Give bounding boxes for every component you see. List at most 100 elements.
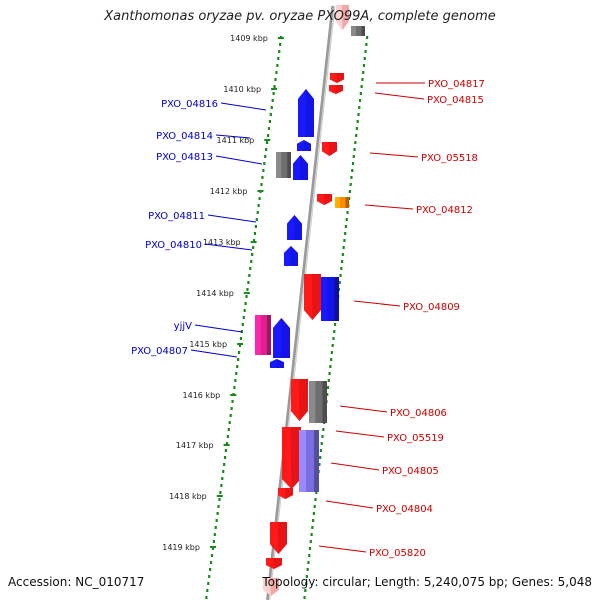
guide-dot xyxy=(360,85,363,88)
callout-line xyxy=(207,214,257,223)
guide-dot xyxy=(238,344,242,347)
map-title: Xanthomonas oryzae pv. oryzae PXO99A, co… xyxy=(104,9,496,24)
gene-arrow-light xyxy=(270,522,279,554)
guide-dot xyxy=(220,484,223,487)
guide-dot xyxy=(310,533,313,536)
gene-body-dark xyxy=(345,197,349,208)
guide-dot xyxy=(305,575,308,578)
gene-arrow-light xyxy=(329,85,336,94)
guide-dot xyxy=(211,547,215,550)
guide-dot xyxy=(344,225,348,228)
guide-dot xyxy=(315,491,318,494)
guide-dot xyxy=(209,568,212,571)
gene-label-text: PXO_04814 xyxy=(156,131,213,142)
gene-body-dark xyxy=(314,430,319,492)
guide-dot xyxy=(226,435,229,438)
guide-dot xyxy=(314,498,317,501)
gene-body-dark xyxy=(322,381,327,423)
guide-dot xyxy=(223,463,226,466)
guide-dot xyxy=(275,71,278,74)
forward-gene-label-4: PXO_04810 xyxy=(145,240,253,251)
guide-dot xyxy=(356,120,359,123)
guide-dot xyxy=(233,386,236,389)
guide-dot xyxy=(209,561,213,564)
guide-dot xyxy=(363,57,366,60)
guide-dot xyxy=(313,505,316,508)
guide-dot xyxy=(221,477,224,480)
guide-dot xyxy=(257,204,260,207)
guide-dot xyxy=(340,267,343,270)
gene-label-text: PXO_05518 xyxy=(421,153,478,164)
kbp-tick-label: 1415 kbp xyxy=(189,340,227,349)
left-dotted-ruler xyxy=(205,36,283,599)
guide-dot xyxy=(234,379,237,382)
guide-dot xyxy=(223,456,227,459)
guide-dot xyxy=(262,169,265,172)
guide-dot xyxy=(332,337,335,340)
guide-dot xyxy=(277,57,280,60)
gene-arrow-light xyxy=(287,215,295,240)
guide-dot xyxy=(245,295,248,298)
guide-dot xyxy=(248,274,251,277)
gene-pxo-04815 xyxy=(329,85,343,94)
guide-dot xyxy=(255,218,258,221)
guide-dot xyxy=(321,435,324,438)
guide-dot xyxy=(253,232,257,235)
gene-pxo-04812 xyxy=(335,197,349,208)
guide-dot xyxy=(222,470,225,473)
guide-dot xyxy=(352,155,355,158)
guide-dot xyxy=(331,344,334,347)
gene-body-dark xyxy=(267,315,271,355)
guide-dot xyxy=(251,253,254,256)
guide-dot xyxy=(213,533,216,536)
gene-pxo-04813-gray xyxy=(276,152,291,178)
gene-yjjv xyxy=(255,315,271,355)
guide-dot xyxy=(265,148,268,151)
forward-gene-label-3: PXO_04811 xyxy=(148,211,257,223)
gene-body-light xyxy=(299,430,306,492)
guide-dot xyxy=(366,36,369,39)
guide-dot xyxy=(216,512,219,515)
guide-dot xyxy=(329,365,332,368)
guide-dot xyxy=(278,50,281,53)
gene-pxo-05519-gray xyxy=(309,381,327,423)
gene-arrow-light xyxy=(291,379,300,421)
guide-dot xyxy=(359,92,362,95)
callout-line xyxy=(339,405,388,413)
gene-pxo-04811 xyxy=(287,215,302,240)
guide-dot xyxy=(361,78,364,81)
forward-gene-label-6: PXO_04807 xyxy=(131,346,238,358)
guide-dot xyxy=(358,106,361,109)
guide-dot xyxy=(333,330,336,333)
genome-backbone-line xyxy=(266,5,336,600)
gene-label-text: PXO_04810 xyxy=(145,240,202,251)
guide-dot xyxy=(250,260,253,263)
guide-dot xyxy=(242,316,245,319)
gene-label-text: PXO_04806 xyxy=(390,408,447,419)
gene-label-text: PXO_04816 xyxy=(161,99,218,110)
gene-arrow-light xyxy=(293,155,301,180)
guide-dot xyxy=(330,358,333,361)
gene-arrow-light xyxy=(322,142,330,156)
guide-dot xyxy=(271,99,274,102)
callout-line xyxy=(325,500,374,509)
callout-line xyxy=(215,155,263,165)
gene-label-text: PXO_04809 xyxy=(403,302,460,313)
gene-pxo-04805 xyxy=(299,430,319,492)
gene-arrow-light xyxy=(270,359,277,368)
guide-dot xyxy=(327,379,330,382)
guide-dot xyxy=(304,589,307,592)
guide-dot xyxy=(256,211,259,214)
guide-dot xyxy=(308,554,311,557)
gene-pxo-04805-red xyxy=(282,427,301,489)
topology-text: Topology: circular; Length: 5,240,075 bp… xyxy=(262,575,592,589)
gene-arrow-light xyxy=(284,246,291,266)
guide-dot xyxy=(362,71,365,74)
gene-label-text: PXO_05519 xyxy=(387,433,444,444)
gene-pxo-04804 xyxy=(278,488,293,499)
guide-dot xyxy=(311,526,314,529)
guide-dot xyxy=(320,442,323,445)
forward-gene-label-1: PXO_04814 xyxy=(156,131,251,142)
guide-dot xyxy=(208,575,211,578)
